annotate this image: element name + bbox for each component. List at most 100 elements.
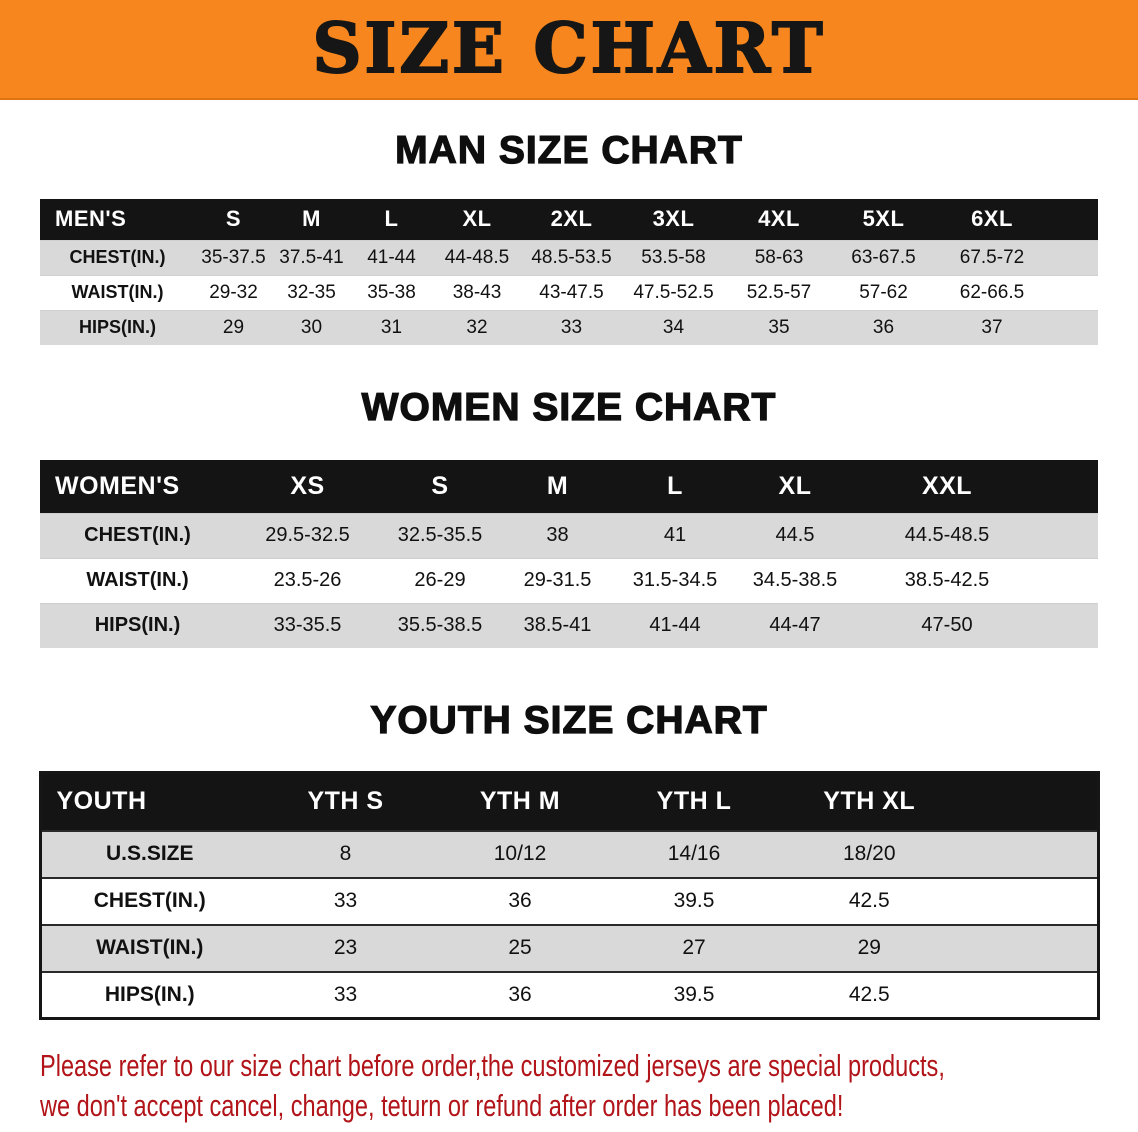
size-column-header: 6XL — [935, 199, 1098, 240]
measurement-row: HIPS(IN.) 33 36 39.5 42.5 — [40, 970, 1098, 1019]
row-label: HIPS(IN.) — [40, 970, 258, 1019]
size-value-cell: 30 — [272, 309, 351, 345]
size-column-header: XL — [432, 199, 522, 240]
size-value-cell: 35-38 — [351, 274, 432, 310]
row-label: CHEST(IN.) — [40, 239, 195, 275]
size-value-cell: 23.5-26 — [235, 557, 380, 603]
size-value-cell: 38 — [500, 512, 615, 558]
size-column-header: 5XL — [832, 199, 935, 240]
size-value-cell: 14/16 — [607, 829, 781, 878]
size-value-cell: 29 — [781, 923, 1098, 972]
measurement-row: WAIST(IN.) 23 25 27 29 — [40, 923, 1098, 972]
size-value-cell: 32.5-35.5 — [380, 512, 500, 558]
size-value-cell: 38.5-41 — [500, 602, 615, 648]
youth-size-table: YOUTH YTH S YTH M YTH L YTH XL U.S.SIZE 8 10/1… — [38, 771, 1100, 1020]
measurement-row: CHEST(IN.) 33 36 39.5 42.5 — [40, 876, 1098, 925]
women-size-table: WOMEN'S XS S M L XL XXL CHEST(IN.) 29.5-32.5 32.… — [40, 460, 1098, 648]
size-value-cell: 37 — [935, 309, 1098, 345]
size-value-cell: 44.5-48.5 — [855, 512, 1098, 558]
size-value-cell: 10/12 — [433, 829, 607, 878]
size-value-cell: 41-44 — [351, 239, 432, 275]
size-value-cell: 52.5-57 — [726, 274, 832, 310]
size-value-cell: 32 — [432, 309, 522, 345]
size-value-cell: 37.5-41 — [272, 239, 351, 275]
size-value-cell: 43-47.5 — [522, 274, 621, 310]
disclaimer-line-2: we don't accept cancel, change, teturn o… — [40, 1088, 844, 1123]
women-section-heading: WOMEN SIZE CHART — [361, 385, 777, 429]
row-label: CHEST(IN.) — [40, 512, 235, 558]
size-value-cell: 35-37.5 — [195, 239, 272, 275]
size-value-cell: 34.5-38.5 — [735, 557, 855, 603]
size-value-cell: 33-35.5 — [235, 602, 380, 648]
youth-table-header-row: YOUTH YTH S YTH M YTH L YTH XL — [40, 772, 1098, 831]
size-value-cell: 18/20 — [781, 829, 1098, 878]
size-column-header: S — [195, 199, 272, 240]
size-value-cell: 62-66.5 — [935, 274, 1098, 310]
size-value-cell: 36 — [832, 309, 935, 345]
size-value-cell: 41-44 — [615, 602, 735, 648]
size-value-cell: 35.5-38.5 — [380, 602, 500, 648]
measurement-row: HIPS(IN.) 29 30 31 32 33 34 35 36 37 — [40, 309, 1098, 345]
size-value-cell: 44.5 — [735, 512, 855, 558]
size-value-cell: 47.5-52.5 — [621, 274, 726, 310]
men-section-heading: MAN SIZE CHART — [395, 128, 743, 172]
size-column-header: M — [272, 199, 351, 240]
size-value-cell: 58-63 — [726, 239, 832, 275]
youth-table-body: U.S.SIZE 8 10/12 14/16 18/20 CHEST(IN.) 33 36 39… — [40, 829, 1098, 1019]
size-value-cell: 57-62 — [832, 274, 935, 310]
size-value-cell: 33 — [522, 309, 621, 345]
size-column-header: 4XL — [726, 199, 832, 240]
row-label: CHEST(IN.) — [40, 876, 258, 925]
measurement-row: U.S.SIZE 8 10/12 14/16 18/20 — [40, 829, 1098, 878]
row-label: WAIST(IN.) — [40, 557, 235, 603]
size-column-header: XXL — [855, 460, 1098, 513]
men-table-body: CHEST(IN.) 35-37.5 37.5-41 41-44 44-48.5 48.5… — [40, 239, 1098, 345]
banner-title: SIZE CHART — [311, 9, 826, 89]
size-value-cell: 39.5 — [607, 876, 781, 925]
size-value-cell: 33 — [258, 876, 433, 925]
table-corner-label: WOMEN'S — [40, 460, 235, 513]
row-label: U.S.SIZE — [40, 829, 258, 878]
size-column-header: L — [351, 199, 432, 240]
size-value-cell: 41 — [615, 512, 735, 558]
size-value-cell: 36 — [433, 970, 607, 1019]
size-chart-sections: MAN SIZE CHART MEN'S S M L XL 2XL 3XL 4XL 5XL 6XL… — [0, 128, 1138, 1020]
size-column-header: XL — [735, 460, 855, 513]
disclaimer: Please refer to our size chart before or… — [40, 1046, 1138, 1126]
size-value-cell: 35 — [726, 309, 832, 345]
size-column-header: YTH XL — [781, 772, 1098, 831]
size-value-cell: 33 — [258, 970, 433, 1019]
table-corner-label: MEN'S — [40, 199, 195, 240]
size-value-cell: 29-31.5 — [500, 557, 615, 603]
size-value-cell: 29.5-32.5 — [235, 512, 380, 558]
size-column-header: YTH L — [607, 772, 781, 831]
size-value-cell: 39.5 — [607, 970, 781, 1019]
size-value-cell: 31.5-34.5 — [615, 557, 735, 603]
row-label: HIPS(IN.) — [40, 309, 195, 345]
size-value-cell: 27 — [607, 923, 781, 972]
size-column-header: YTH S — [258, 772, 433, 831]
size-value-cell: 31 — [351, 309, 432, 345]
size-value-cell: 34 — [621, 309, 726, 345]
size-value-cell: 8 — [258, 829, 433, 878]
size-column-header: XS — [235, 460, 380, 513]
size-value-cell: 44-48.5 — [432, 239, 522, 275]
size-column-header: 2XL — [522, 199, 621, 240]
size-value-cell: 29-32 — [195, 274, 272, 310]
size-value-cell: 29 — [195, 309, 272, 345]
size-value-cell: 38-43 — [432, 274, 522, 310]
table-corner-label: YOUTH — [40, 772, 258, 831]
women-table-body: CHEST(IN.) 29.5-32.5 32.5-35.5 38 41 44.5 44.5… — [40, 512, 1098, 648]
size-value-cell: 44-47 — [735, 602, 855, 648]
size-value-cell: 42.5 — [781, 970, 1098, 1019]
size-value-cell: 48.5-53.5 — [522, 239, 621, 275]
size-column-header: YTH M — [433, 772, 607, 831]
size-column-header: 3XL — [621, 199, 726, 240]
size-value-cell: 53.5-58 — [621, 239, 726, 275]
measurement-row: HIPS(IN.) 33-35.5 35.5-38.5 38.5-41 41-44 44-… — [40, 602, 1098, 648]
women-table-header-row: WOMEN'S XS S M L XL XXL — [40, 460, 1098, 513]
measurement-row: CHEST(IN.) 35-37.5 37.5-41 41-44 44-48.5 48.5… — [40, 239, 1098, 275]
disclaimer-line-1: Please refer to our size chart before or… — [40, 1048, 945, 1083]
size-column-header: S — [380, 460, 500, 513]
men-table-header-row: MEN'S S M L XL 2XL 3XL 4XL 5XL 6XL — [40, 199, 1098, 240]
